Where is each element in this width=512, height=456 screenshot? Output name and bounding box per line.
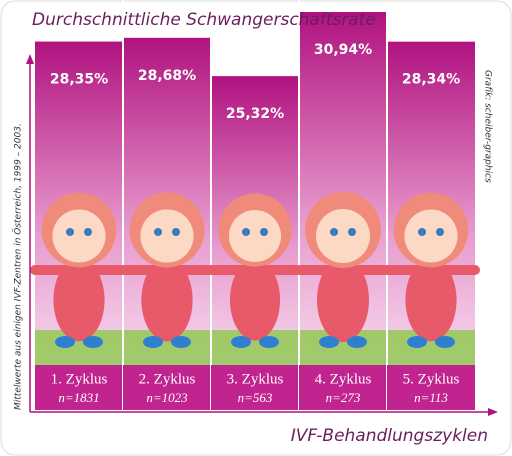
baby-face [316, 209, 370, 263]
baby-body [317, 258, 369, 342]
label-band [299, 365, 387, 410]
baby-foot [83, 336, 103, 348]
baby-face [228, 209, 282, 263]
baby-body [53, 258, 105, 342]
x-arrow [488, 408, 498, 416]
baby-foot [319, 336, 339, 348]
baby-eye [260, 228, 268, 236]
baby-body [229, 259, 281, 341]
x-tick-label: 4. Zyklus [315, 371, 372, 387]
baby-foot [259, 336, 279, 348]
n-label: n=273 [326, 390, 361, 405]
value-label: 28,68% [138, 68, 196, 84]
x-tick-label: 5. Zyklus [403, 371, 460, 387]
chart-title: Durchschnittliche Schwangerschaftsrate [32, 10, 376, 30]
y-arrow [26, 54, 34, 64]
label-band [211, 365, 299, 410]
baby-eye [66, 228, 74, 236]
baby-eye [330, 228, 338, 236]
x-tick-label: 1. Zyklus [51, 371, 108, 387]
x-axis-label: IVF-Behandlungszyklen [291, 426, 488, 446]
y-axis-label: Mittelwerte aus einigen IVF-Zentren in Ö… [13, 123, 24, 410]
plot: 28,35% 1. Zyklus n=1831 28,68% 2. Zyklus n=10… [30, 0, 480, 410]
baby-face [140, 209, 194, 263]
label-band [387, 365, 475, 410]
baby-foot [435, 336, 455, 348]
x-tick-label: 3. Zyklus [227, 371, 284, 387]
value-label: 28,35% [50, 72, 108, 88]
baby-face [404, 209, 458, 263]
value-label: 25,32% [226, 106, 284, 122]
baby-foot [347, 336, 367, 348]
baby-body [141, 258, 193, 342]
label-band [123, 365, 211, 410]
baby-eye [418, 228, 426, 236]
n-label: n=563 [238, 390, 273, 405]
baby-foot [171, 336, 191, 348]
n-label: n=113 [414, 390, 448, 405]
baby-foot [231, 336, 251, 348]
n-label: n=1023 [146, 390, 188, 405]
baby-foot [55, 336, 75, 348]
baby-eye [348, 228, 356, 236]
n-label: n=1831 [58, 390, 99, 405]
baby-body [405, 258, 457, 342]
baby-foot [407, 336, 427, 348]
value-label: 28,34% [402, 72, 460, 88]
label-band [35, 365, 123, 410]
baby-face [52, 209, 106, 263]
x-tick-label: 2. Zyklus [139, 371, 196, 387]
credit: Grafik: scheiber-graphics [483, 70, 493, 183]
baby-eye [242, 228, 250, 236]
baby-eye [172, 228, 180, 236]
baby-eye [436, 228, 444, 236]
baby-eye [154, 228, 162, 236]
value-label: 30,94% [314, 42, 372, 58]
baby-eye [84, 228, 92, 236]
baby-foot [143, 336, 163, 348]
